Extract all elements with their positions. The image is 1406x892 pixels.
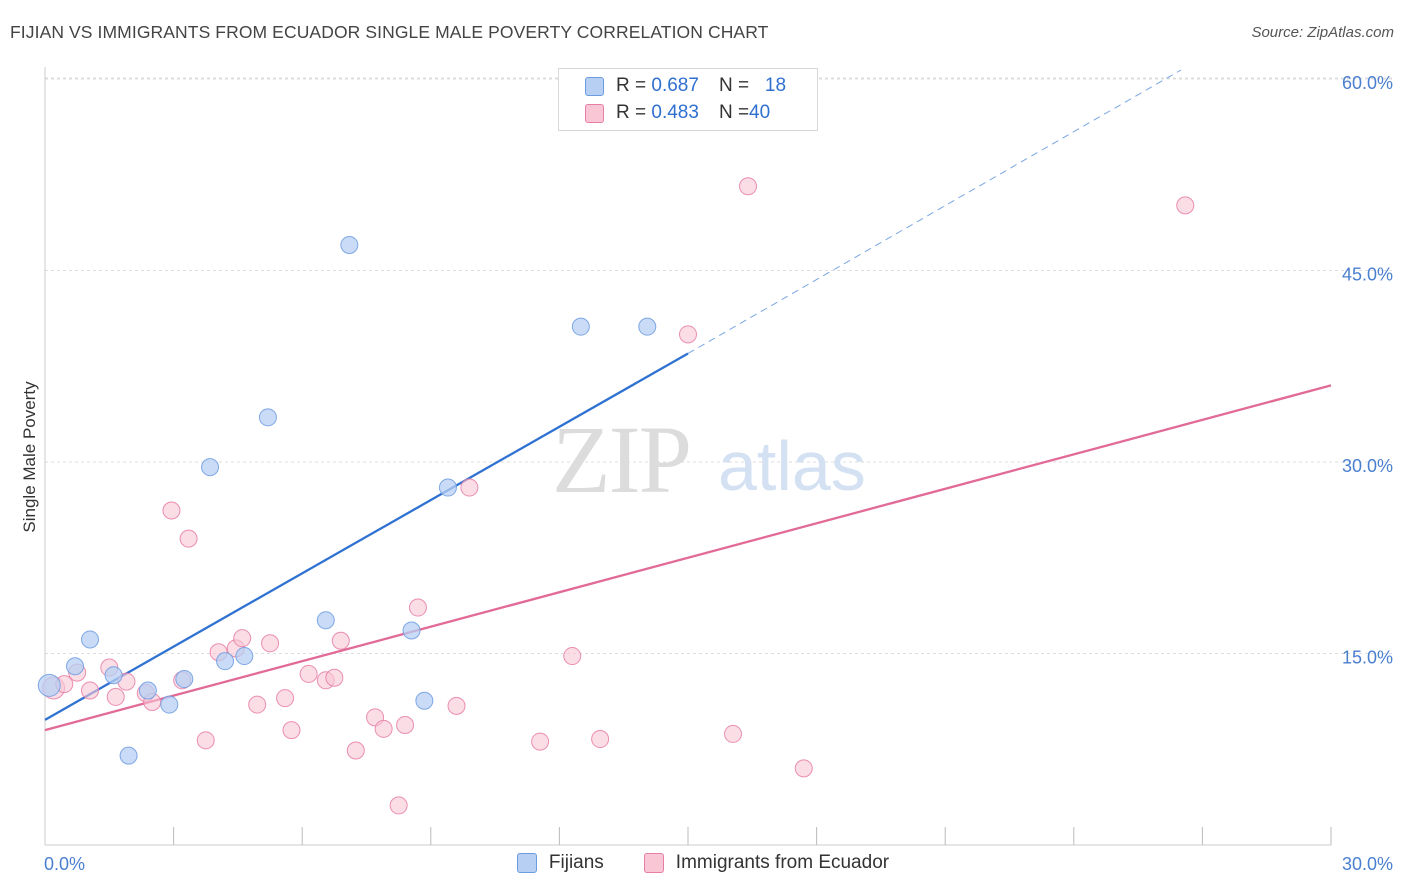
ecuador-trend-line [44, 384, 1332, 732]
ecuador-point [346, 741, 365, 760]
y-axis-label: Single Male Poverty [20, 381, 39, 533]
fijians-point [37, 673, 61, 697]
grid-lines [45, 77, 1392, 654]
fijians-point [119, 746, 138, 765]
y-tick-label: 15.0% [1342, 648, 1393, 668]
series-legend: Fijians Immigrants from Ecuador [0, 852, 1406, 874]
legend-row-fijians: R = 0.687 N = 18 [585, 74, 786, 98]
n-value: 18 [764, 75, 787, 96]
ecuador-point [331, 631, 350, 650]
ecuador-point [531, 732, 550, 751]
fijians-point [438, 478, 457, 497]
ecuador-point [679, 325, 697, 344]
ecuador-point [724, 724, 743, 743]
n-label: N = [718, 102, 750, 123]
fijians-point [201, 458, 220, 477]
fijians-point [216, 652, 235, 671]
data-points [37, 177, 1195, 815]
ecuador-point [248, 695, 267, 714]
trend-lines [44, 69, 1332, 732]
chart-title: FIJIAN VS IMMIGRANTS FROM ECUADOR SINGLE… [10, 22, 769, 42]
source-label: Source: ZipAtlas.com [1251, 24, 1394, 41]
y-tick-label: 30.0% [1342, 456, 1393, 476]
fijians-point [415, 691, 434, 710]
ecuador-point [276, 689, 295, 708]
ecuador-point [447, 696, 466, 715]
ecuador-swatch [643, 853, 664, 873]
ecuador-point [389, 796, 408, 815]
ecuador-point [374, 719, 393, 738]
axes [44, 67, 1332, 846]
watermark-atlas: atlas [718, 427, 866, 505]
legend-label-ecuador: Immigrants from Ecuador [675, 852, 890, 873]
ecuador-point [81, 681, 100, 700]
ecuador-swatch [585, 103, 604, 123]
r-value: 0.687 [651, 75, 699, 96]
fijians-point [402, 621, 421, 640]
n-label: N = [718, 75, 750, 96]
fijians-point [175, 670, 194, 689]
fijians-point [104, 666, 123, 685]
ecuador-point [739, 177, 758, 196]
ecuador-point [1176, 196, 1195, 215]
ecuador-point [106, 687, 125, 706]
fijians-point [235, 647, 254, 666]
ecuador-point [162, 501, 181, 520]
legend-item-fijians: Fijians [516, 852, 604, 874]
fijians-point [66, 657, 85, 676]
ecuador-point [233, 629, 252, 648]
watermark-zip: ZIP [552, 406, 690, 513]
x-tick-label: 0.0% [44, 854, 85, 874]
ecuador-point [408, 598, 427, 617]
fijians-point [638, 317, 657, 336]
legend-row-ecuador: R = 0.483 N = 40 [585, 101, 770, 125]
ecuador-point [396, 715, 415, 734]
fijians-point [571, 317, 590, 336]
tick-labels: 15.0% 30.0% 45.0% 60.0% 0.0% 30.0% [44, 73, 1393, 874]
n-value: 40 [749, 102, 771, 123]
ecuador-point [794, 759, 813, 778]
fijians-swatch [585, 76, 604, 96]
ecuador-point [591, 730, 610, 749]
fijians-point [81, 630, 100, 649]
legend-label-fijians: Fijians [548, 852, 604, 873]
fijians-trend-line [44, 352, 689, 721]
r-label: R = [616, 102, 647, 123]
y-tick-label: 60.0% [1342, 73, 1393, 93]
ecuador-point [563, 647, 582, 666]
r-value: 0.483 [651, 102, 699, 123]
ecuador-point [299, 664, 318, 683]
correlation-legend: R = 0.687 N = 18 R = 0.483 N = 40 [558, 68, 818, 131]
ecuador-point [196, 731, 215, 750]
r-label: R = [616, 75, 647, 96]
ecuador-point [261, 634, 280, 653]
y-tick-label: 45.0% [1342, 265, 1393, 285]
ecuador-point [179, 529, 198, 548]
fijians-point [258, 408, 277, 427]
fijians-trend-extension [687, 69, 1182, 354]
fijians-swatch [516, 853, 537, 873]
ecuador-point [282, 721, 301, 740]
fijians-point [138, 681, 157, 700]
fijians-point [316, 611, 335, 630]
ecuador-point [325, 668, 344, 687]
fijians-point [160, 695, 179, 714]
legend-item-ecuador: Immigrants from Ecuador [643, 852, 890, 874]
ecuador-point [460, 478, 479, 497]
fijians-point [340, 235, 359, 254]
x-tick-label: 30.0% [1342, 854, 1393, 874]
watermark: ZIP atlas [552, 406, 866, 513]
